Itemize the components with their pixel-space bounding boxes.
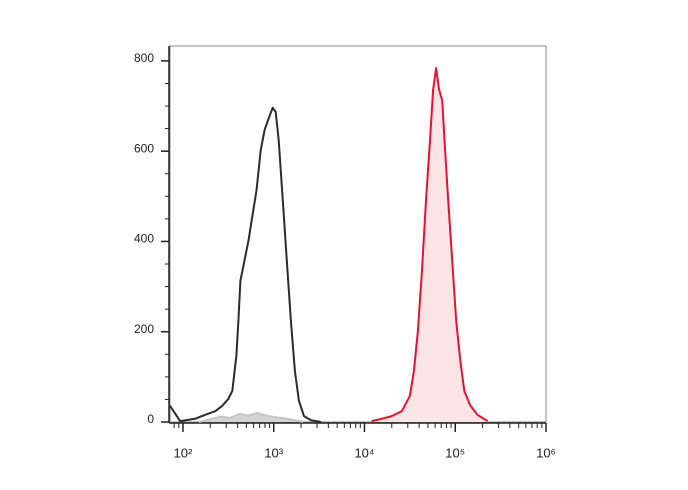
x-tick-label: 10⁶ [536, 445, 556, 460]
histogram-line [198, 412, 304, 423]
histogram-line [169, 106, 322, 423]
area-fill [371, 68, 488, 422]
area-fill [198, 413, 303, 422]
x-tick-label: 10⁵ [445, 445, 465, 460]
y-tick-label: 800 [134, 51, 154, 65]
y-tick-label: 200 [134, 322, 154, 336]
plot-frame [169, 45, 547, 423]
histogram-line [371, 67, 489, 423]
x-tick-label: 10⁴ [354, 445, 374, 460]
y-tick-label: 600 [134, 141, 154, 155]
y-tick-label: 400 [134, 232, 154, 246]
y-tick-label: 0 [147, 412, 154, 426]
x-tick-label: 10² [174, 445, 193, 460]
x-tick-label: 10³ [264, 445, 283, 460]
